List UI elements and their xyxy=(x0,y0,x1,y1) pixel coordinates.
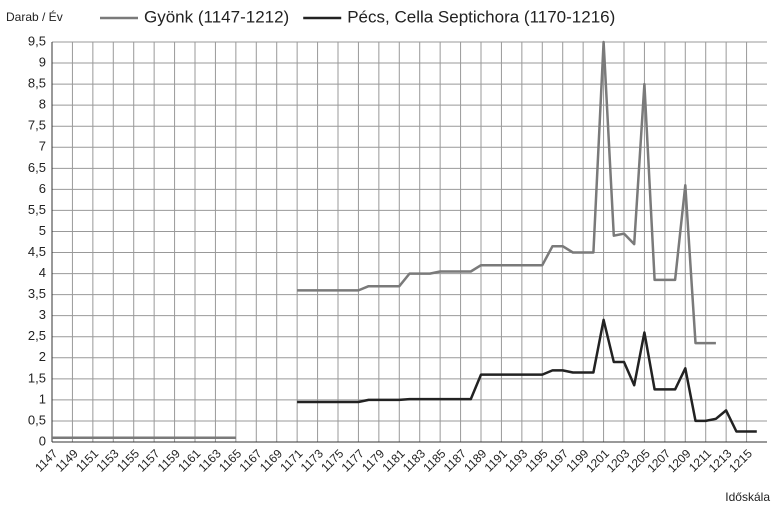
legend-label: Gyönk (1147-1212) xyxy=(144,7,289,26)
series-line xyxy=(297,318,757,433)
y-tick-label: 7,5 xyxy=(28,118,46,133)
y-tick-label: 1,5 xyxy=(28,370,46,385)
y-tick-label: 8 xyxy=(39,97,46,112)
y-tick-label: 3 xyxy=(39,307,46,322)
y-tick-label: 0,5 xyxy=(28,412,46,427)
y-tick-label: 9,5 xyxy=(28,33,46,48)
y-tick-label: 6,5 xyxy=(28,160,46,175)
y-tick-label: 2 xyxy=(39,349,46,364)
y-tick-label: 4,5 xyxy=(28,244,46,259)
y-tick-label: 2,5 xyxy=(28,328,46,343)
y-tick-label: 9 xyxy=(39,54,46,69)
y-tick-label: 0 xyxy=(39,433,46,448)
y-tick-label: 1 xyxy=(39,391,46,406)
y-tick-label: 7 xyxy=(39,139,46,154)
legend-label: Pécs, Cella Septichora (1170-1216) xyxy=(347,7,615,26)
y-tick-label: 5 xyxy=(39,223,46,238)
y-tick-label: 3,5 xyxy=(28,286,46,301)
y-tick-label: 6 xyxy=(39,181,46,196)
y-tick-label: 5,5 xyxy=(28,202,46,217)
x-axis-label: Időskála xyxy=(725,490,770,504)
y-tick-label: 8,5 xyxy=(28,76,46,91)
series-line xyxy=(52,40,716,440)
y-tick-label: 4 xyxy=(39,265,46,280)
y-axis-label: Darab / Év xyxy=(6,9,63,24)
x-tick-label: 1215 xyxy=(726,446,755,475)
